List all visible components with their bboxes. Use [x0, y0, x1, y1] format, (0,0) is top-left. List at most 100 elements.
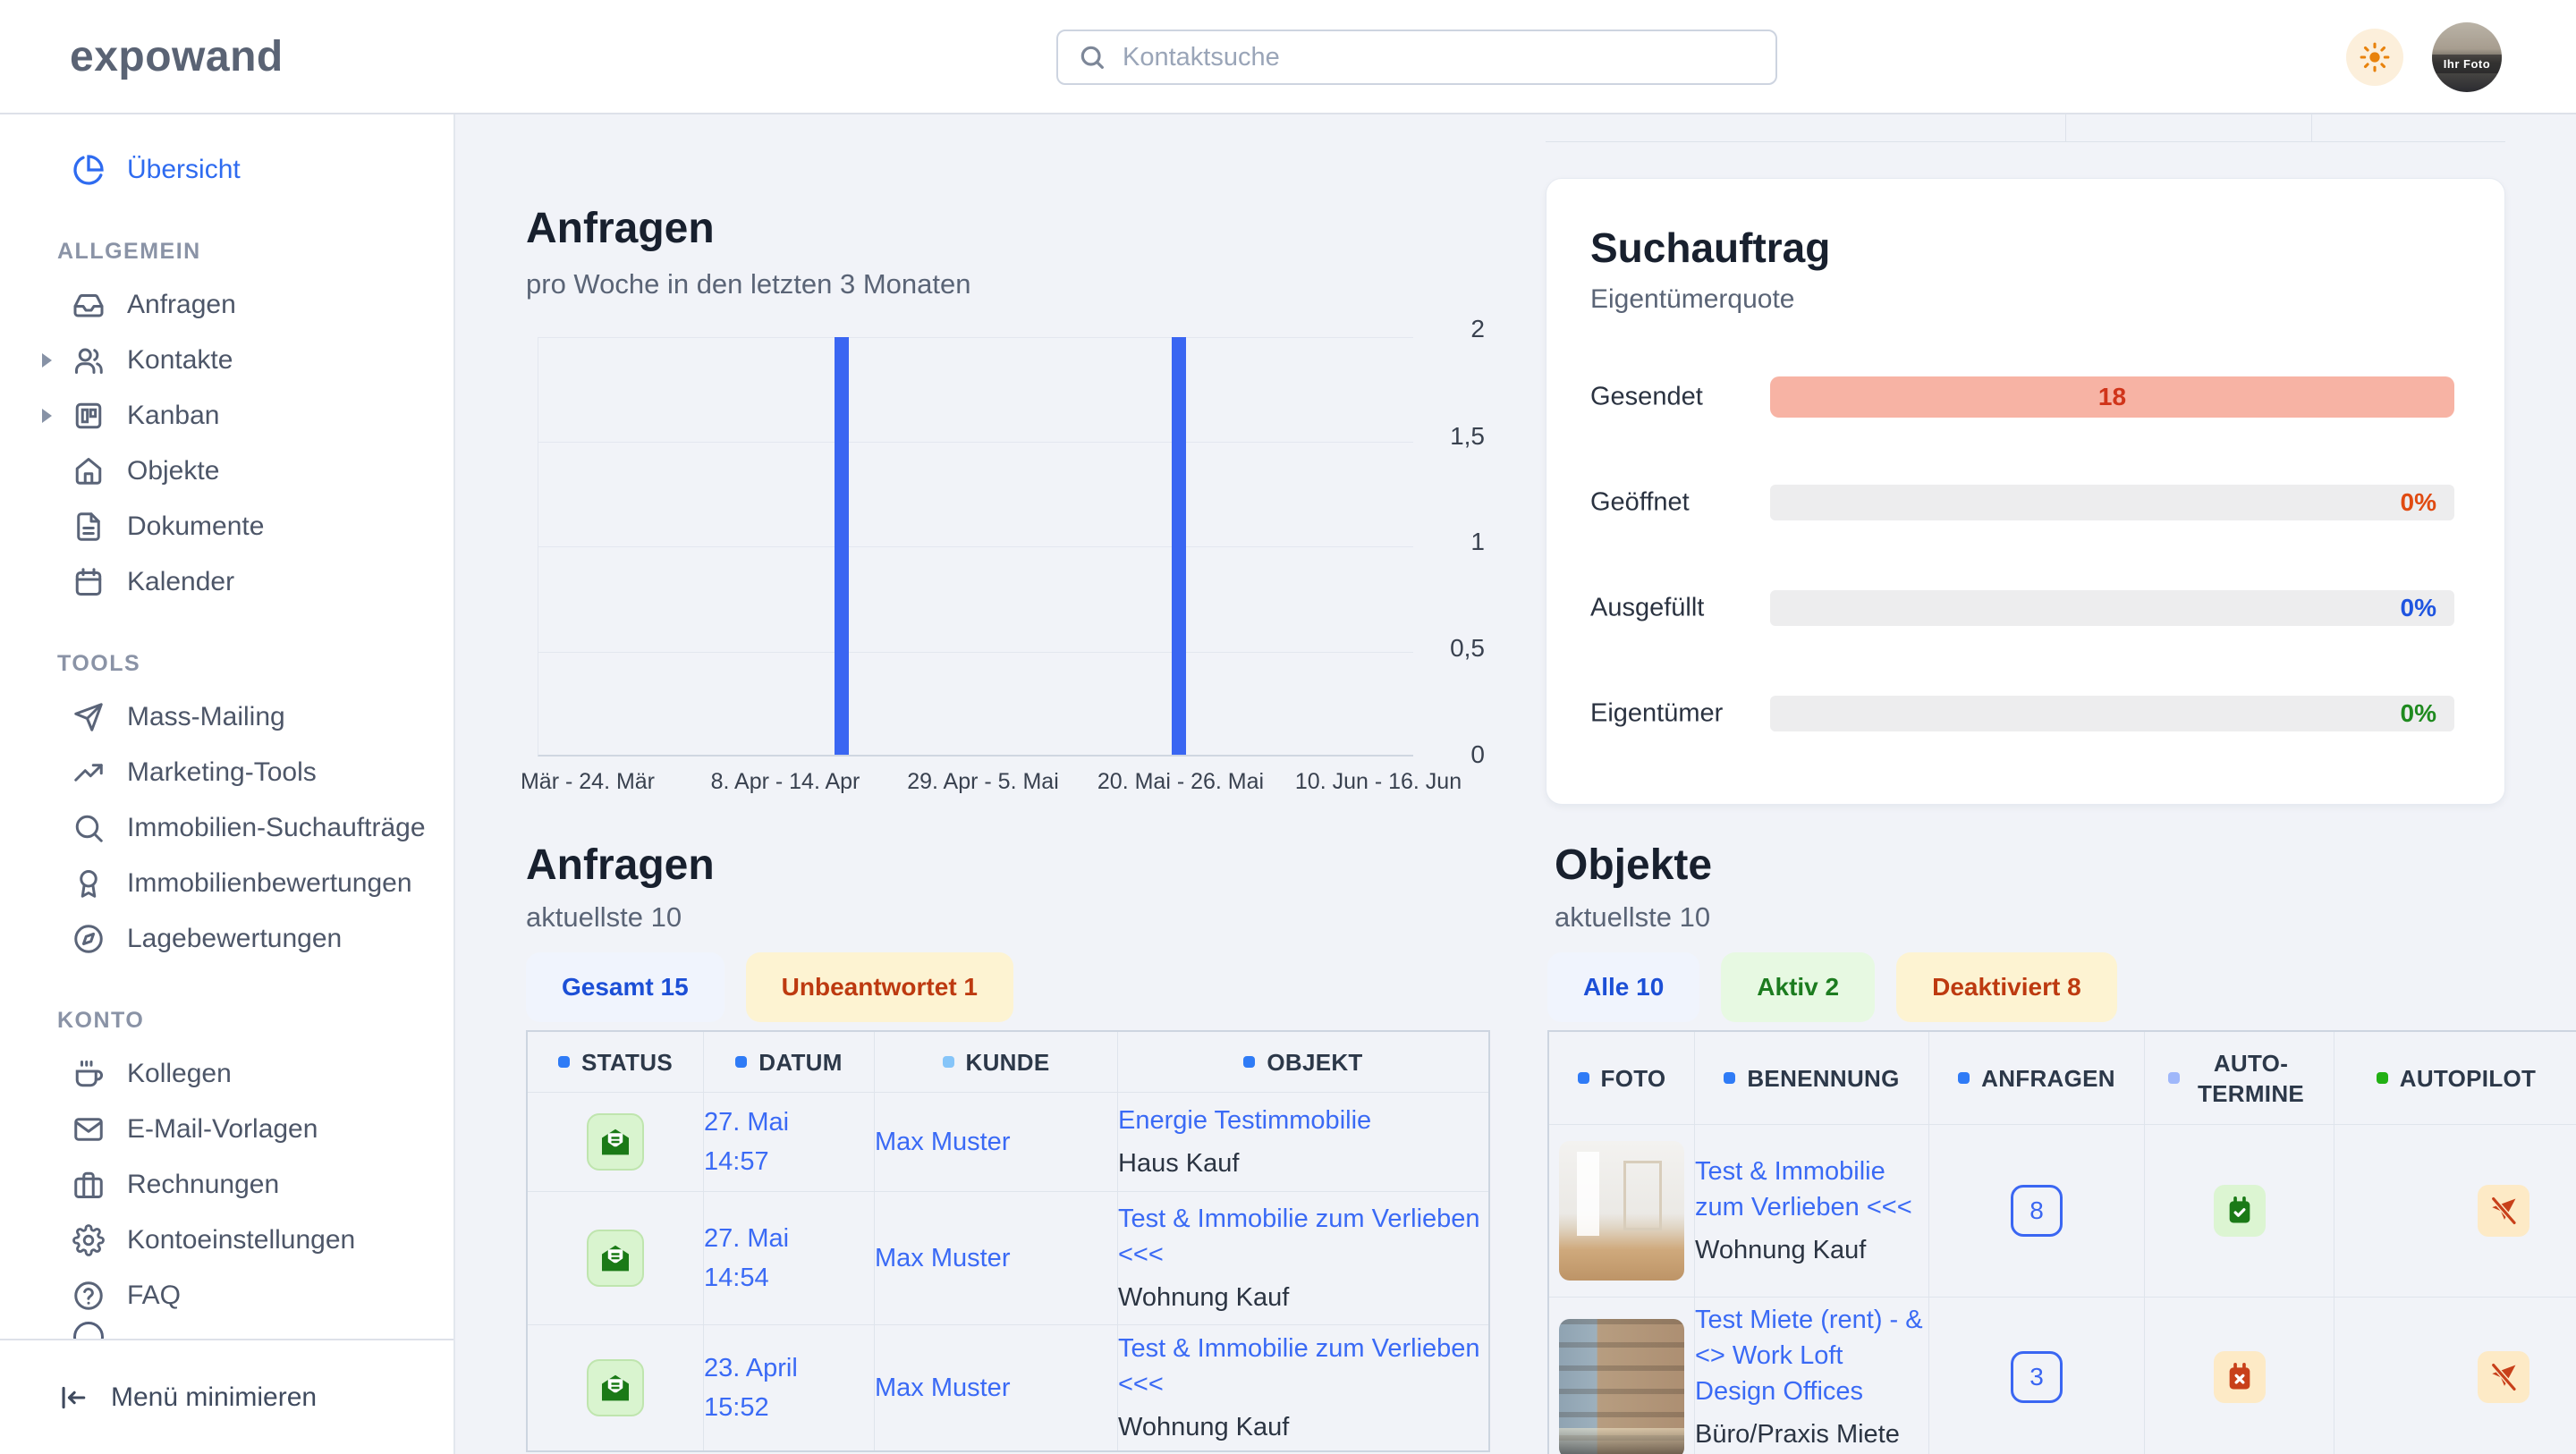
y-axis-tick: 2	[1470, 315, 1485, 342]
sidebar-item-kontoeinstellungen[interactable]: Kontoeinstellungen	[0, 1213, 453, 1268]
funnel-row-label: Gesendet	[1590, 382, 1703, 411]
column-header-auto-termine[interactable]: AUTO-TERMINE	[2144, 1032, 2334, 1124]
sidebar-item-faq[interactable]: FAQ	[0, 1268, 453, 1323]
collapse-menu-button[interactable]: Menü minimieren	[0, 1339, 453, 1454]
objekt-link[interactable]: Energie Testimmobilie	[1118, 1106, 1372, 1135]
filter-chip-gesamt[interactable]: Gesamt 15	[526, 952, 724, 1022]
column-header-foto[interactable]: FOTO	[1549, 1032, 1694, 1124]
funnel-bar-ausgefuellt: 0%	[1770, 590, 2454, 626]
column-header-datum[interactable]: DATUM	[703, 1032, 874, 1092]
sidebar-item-immobilienbewertungen[interactable]: Immobilienbewertungen	[0, 856, 453, 911]
sidebar-item-lagebewertungen[interactable]: Lagebewertungen	[0, 911, 453, 967]
sidebar-item-kontakte[interactable]: Kontakte	[0, 333, 453, 388]
funnel-bar-gesendet: 18	[1770, 376, 2454, 418]
users-icon	[72, 343, 106, 377]
anfragen-count-badge[interactable]: 3	[2011, 1350, 2063, 1403]
sidebar: Übersicht ALLGEMEIN Anfragen Kontakte Ka…	[0, 114, 455, 1454]
anfrage-date[interactable]: 23. April	[704, 1354, 798, 1382]
kunde-link[interactable]: Max Muster	[875, 1243, 1011, 1272]
kunde-link[interactable]: Max Muster	[875, 1127, 1011, 1156]
objekt-link[interactable]: Test & Immobilie zum Verlieben <<<	[1695, 1157, 1912, 1222]
app-logo[interactable]: expowand	[70, 33, 284, 80]
funnel-bar-eigentuemer: 0%	[1770, 696, 2454, 731]
mail-open-status-icon	[587, 1230, 644, 1287]
sidebar-item-marketing-tools[interactable]: Marketing-Tools	[0, 745, 453, 800]
table-row[interactable]: Test Miete (rent) - & <> Work Loft Desig…	[1549, 1297, 2576, 1454]
objekt-link[interactable]: Test & Immobilie zum Verlieben <<<	[1118, 1334, 1480, 1399]
objekte-list-title: Objekte	[1555, 841, 1713, 889]
funnel-row-label: Eigentümer	[1590, 698, 1724, 728]
table-row[interactable]: 27. Mai 14:54 Max Muster Test & Immobilie…	[528, 1191, 1488, 1324]
avatar-photo-label: Ihr Foto	[2432, 54, 2502, 73]
chart-bar[interactable]	[835, 337, 849, 755]
table-row[interactable]: 23. April 15:52 Max Muster Test & Immobil…	[528, 1324, 1488, 1450]
theme-toggle-button[interactable]	[2346, 29, 2403, 86]
sidebar-item-email-vorlagen[interactable]: E-Mail-Vorlagen	[0, 1102, 453, 1157]
filter-chip-aktiv[interactable]: Aktiv 2	[1721, 952, 1876, 1022]
sidebar-item-kanban[interactable]: Kanban	[0, 388, 453, 444]
x-axis-tick: 29. Apr - 5. Mai	[907, 769, 1059, 794]
anfrage-time[interactable]: 14:57	[704, 1147, 769, 1176]
anfrage-date[interactable]: 27. Mai	[704, 1224, 790, 1253]
column-header-kunde[interactable]: KUNDE	[874, 1032, 1117, 1092]
column-header-anfragen[interactable]: ANFRAGEN	[1928, 1032, 2144, 1124]
app-header: expowand Ihr Foto	[0, 0, 2576, 114]
compass-icon	[72, 922, 106, 956]
sidebar-item-mass-mailing[interactable]: Mass-Mailing	[0, 689, 453, 745]
x-axis-tick: 10. Jun - 16. Jun	[1294, 769, 1462, 794]
y-axis-tick: 0	[1470, 740, 1485, 768]
anfragen-list-title: Anfragen	[526, 841, 715, 889]
table-row[interactable]: Test & Immobilie zum Verlieben <<< Wohnun…	[1549, 1124, 2576, 1297]
property-photo[interactable]	[1559, 1319, 1684, 1454]
sidebar-item-immobilien-suchauftraege[interactable]: Immobilien-Suchaufträge	[0, 800, 453, 856]
clipped-table-sliver	[1546, 114, 2505, 142]
sidebar-item-objekte[interactable]: Objekte	[0, 444, 453, 499]
column-bullet-icon	[1243, 1056, 1256, 1068]
calendar-x-icon[interactable]	[2213, 1350, 2266, 1403]
objekte-list-subtitle: aktuellste 10	[1555, 901, 1711, 933]
column-header-autopilot[interactable]: AUTOPILOT	[2334, 1032, 2576, 1124]
briefcase-icon	[72, 1168, 106, 1202]
sidebar-item-uebersicht[interactable]: Übersicht	[0, 142, 453, 198]
column-header-objekt[interactable]: OBJEKT	[1117, 1032, 1488, 1092]
anfrage-date[interactable]: 27. Mai	[704, 1108, 790, 1137]
table-row[interactable]: 27. Mai 14:57 Max Muster Energie Testimmo…	[528, 1092, 1488, 1191]
sidebar-item-label: Mass-Mailing	[127, 702, 285, 731]
objekt-link[interactable]: Test & Immobilie zum Verlieben <<<	[1118, 1205, 1480, 1269]
autopilot-off-icon[interactable]	[2478, 1185, 2529, 1237]
search-input[interactable]	[1123, 42, 1756, 72]
sidebar-item-anfragen[interactable]: Anfragen	[0, 277, 453, 333]
kunde-link[interactable]: Max Muster	[875, 1373, 1011, 1402]
sidebar-item-rechnungen[interactable]: Rechnungen	[0, 1157, 453, 1213]
anfragen-count-badge[interactable]: 8	[2011, 1185, 2063, 1237]
filter-chip-alle[interactable]: Alle 10	[1547, 952, 1700, 1022]
property-photo[interactable]	[1559, 1141, 1684, 1281]
calendar-check-icon[interactable]	[2213, 1185, 2266, 1237]
filter-chip-unbeantwortet[interactable]: Unbeantwortet 1	[745, 952, 1013, 1022]
contact-search[interactable]	[1056, 30, 1777, 85]
pie-chart-icon	[72, 153, 106, 187]
sidebar-item-kalender[interactable]: Kalender	[0, 554, 453, 610]
anfrage-time[interactable]: 14:54	[704, 1264, 769, 1292]
sidebar-item-label: Kalender	[127, 567, 235, 596]
column-header-status[interactable]: STATUS	[528, 1032, 703, 1092]
sidebar-section-allgemein: ALLGEMEIN	[57, 239, 201, 264]
sidebar-item-kollegen[interactable]: Kollegen	[0, 1046, 453, 1102]
chart-bar[interactable]	[1172, 337, 1186, 755]
sidebar-item-dokumente[interactable]: Dokumente	[0, 499, 453, 554]
filter-chip-deaktiviert[interactable]: Deaktiviert 8	[1896, 952, 2117, 1022]
anfragen-bar-chart	[538, 337, 1413, 757]
funnel-row-label: Ausgefüllt	[1590, 593, 1705, 622]
user-avatar[interactable]: Ihr Foto	[2432, 22, 2502, 92]
chart-subtitle: pro Woche in den letzten 3 Monaten	[526, 268, 971, 300]
objekt-type: Wohnung Kauf	[1695, 1236, 1867, 1264]
autopilot-off-icon[interactable]	[2478, 1350, 2529, 1403]
inbox-icon	[72, 288, 106, 322]
objekt-link[interactable]: Test Miete (rent) - & <> Work Loft Desig…	[1695, 1305, 1923, 1406]
column-header-benennung[interactable]: BENENNUNG	[1694, 1032, 1928, 1124]
anfrage-time[interactable]: 15:52	[704, 1393, 769, 1422]
objekt-type: Wohnung Kauf	[1118, 1283, 1290, 1312]
collapse-left-icon	[62, 1386, 86, 1408]
chevron-right-icon[interactable]	[42, 353, 52, 368]
chevron-right-icon[interactable]	[42, 409, 52, 423]
